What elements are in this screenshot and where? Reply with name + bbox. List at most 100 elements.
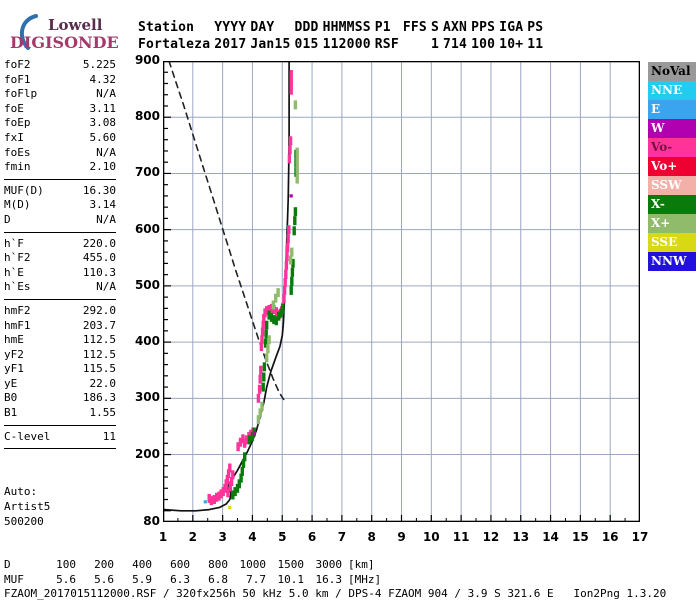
distance-cell: 3000 xyxy=(315,558,343,571)
x-tick-label: 10 xyxy=(422,530,440,544)
param-value-foep: 3.08 xyxy=(89,116,117,130)
header-col-p1: P1 xyxy=(374,20,391,35)
curve-muf-d-dashed-curve xyxy=(168,61,285,401)
x-axis-labels: 1 2 3 4 5 6 7 8 9 10 11 12 13 14 15 16 17 xyxy=(140,530,660,550)
param-value-h-es: N/A xyxy=(96,280,116,294)
y-tick-label: 200 xyxy=(134,446,160,461)
echo-x-trace-x-dark-green- xyxy=(263,338,268,348)
echo-x-trace-x-dark-green- xyxy=(262,362,267,372)
divider-line xyxy=(4,444,116,450)
legend-item-x-[interactable]: X- xyxy=(648,195,696,214)
echo-x-trace-x-dark-green- xyxy=(274,316,278,326)
distance-cell: 600 xyxy=(170,558,190,571)
echo-second-hop-x-light-green- xyxy=(288,255,293,265)
echo-x-trace-x-dark-green- xyxy=(272,315,276,325)
y-tick-label: 400 xyxy=(134,334,160,349)
echo-o-trace-vo-pink- xyxy=(209,496,213,506)
y-tick-label: 900 xyxy=(134,53,160,67)
echo-traces xyxy=(203,70,299,509)
legend-item-vo-[interactable]: Vo- xyxy=(648,138,696,157)
param-value-fmin: 2.10 xyxy=(89,160,117,174)
echo-o-trace-vo-pink- xyxy=(287,225,291,235)
echo-x-trace-x-dark-green- xyxy=(264,329,268,339)
param-key-fxi: fxI xyxy=(4,130,24,144)
echo-o-trace-vo-pink- xyxy=(284,261,289,271)
param-key-fof1: foF1 xyxy=(4,72,31,86)
echo-x-trace-x-dark-green- xyxy=(292,226,296,236)
param-key-muf-d-: MUF(D) xyxy=(4,183,44,197)
param-row: fxI 5.60 xyxy=(4,131,116,146)
echo-o-trace-vo-pink- xyxy=(283,278,287,287)
legend-item-nne[interactable]: NNE xyxy=(648,81,696,100)
echo-o-trace-vo-pink- xyxy=(244,435,249,445)
y-tick-label: 500 xyxy=(134,277,160,292)
param-key-foes: foEs xyxy=(4,145,31,159)
header-val-ps: 11 xyxy=(527,37,544,52)
param-key-b1: B1 xyxy=(4,406,18,420)
param-value-hmf1: 203.7 xyxy=(82,318,116,332)
echo-o-trace-vo-pink- xyxy=(241,434,245,444)
echo-o-trace-vo-pink- xyxy=(289,85,293,95)
param-key-foflp: foFlp xyxy=(4,87,38,101)
legend-item-w[interactable]: W xyxy=(648,119,696,138)
echo-o-trace-vo-pink- xyxy=(260,327,265,337)
distance-cell: 100 xyxy=(56,558,76,571)
y-tick-label: 300 xyxy=(134,390,160,405)
param-row: hmF2 292.0 xyxy=(4,304,116,319)
echo-x-trace-x-dark-green- xyxy=(247,435,252,445)
legend-item-noval[interactable]: NoVal xyxy=(648,62,696,81)
echo-second-hop-x-light-green- xyxy=(258,408,262,418)
legend-item-ssw[interactable]: SSW xyxy=(648,176,696,195)
echo-second-hop-x-light-green- xyxy=(265,353,269,363)
param-row: C-level 11 xyxy=(4,430,116,445)
param-value-m-d-: 3.14 xyxy=(89,198,117,212)
muf-cell: 6.8 xyxy=(208,572,228,586)
param-row: h`E 110.3 xyxy=(4,266,116,281)
echo-o-trace-vo-pink- xyxy=(285,243,290,253)
param-key-h-es: h`Es xyxy=(4,280,31,294)
echo-x-trace-x-dark-green- xyxy=(290,276,294,286)
echo-second-hop-x-light-green- xyxy=(260,401,264,411)
echo-second-hop-x-light-green- xyxy=(274,293,278,303)
param-value-h-e: 110.3 xyxy=(82,265,116,279)
echo-o-trace-vo-pink- xyxy=(274,307,278,317)
param-row: yF2 112.5 xyxy=(4,348,116,363)
muf-cell: 16.3 xyxy=(315,572,343,586)
echo-o-trace-vo-pink- xyxy=(238,437,243,447)
legend-item-sse[interactable]: SSE xyxy=(648,233,696,252)
param-value-b1: 1.55 xyxy=(89,406,117,420)
param-value-yf2: 112.5 xyxy=(82,347,116,361)
y-tick-label: 800 xyxy=(134,109,160,124)
ionogram-parameters-panel: foF2 5.225 foF1 4.32 foFlp N/A foE 3.11 foEp 3.08… xyxy=(4,58,116,453)
echo-o-trace-vo-pink- xyxy=(229,477,234,486)
header-val-axn: 714 xyxy=(442,37,468,52)
echo-o-trace-vo-pink- xyxy=(284,270,288,280)
echo-x-trace-x-dark-green- xyxy=(267,310,271,320)
param-value-foflp: N/A xyxy=(96,87,116,101)
legend-item-e[interactable]: E xyxy=(648,100,696,119)
echo-isolated-echo-w-purple- xyxy=(252,431,256,435)
header-col-yyyy: YYYY xyxy=(214,20,247,35)
param-divider xyxy=(4,227,116,233)
param-row: foF2 5.225 xyxy=(4,58,116,73)
echo-o-trace-vo-pink- xyxy=(207,493,211,503)
muf-cell: 5.6 xyxy=(56,572,76,586)
echo-o-trace-vo-pink- xyxy=(260,335,264,345)
param-row: yE 22.0 xyxy=(4,377,116,392)
echo-o-trace-vo-pink- xyxy=(267,305,271,314)
echo-o-trace-vo-pink- xyxy=(287,154,292,164)
x-tick-label: 6 xyxy=(307,530,317,544)
legend-item-nnw[interactable]: NNW xyxy=(648,252,696,271)
param-value-h-f: 220.0 xyxy=(82,236,116,250)
echo-second-hop-x-light-green- xyxy=(256,415,261,425)
echo-x-trace-x-dark-green- xyxy=(279,308,283,318)
param-row: foEs N/A xyxy=(4,146,116,161)
distance-cell: 1500 xyxy=(277,558,305,571)
echo-o-trace-vo-pink- xyxy=(269,303,274,313)
echo-second-hop-x-light-green- xyxy=(276,288,280,298)
param-row: foEp 3.08 xyxy=(4,116,116,131)
autoscaling-info: Auto: Artist5 500200 xyxy=(4,484,50,529)
param-key-yf1: yF1 xyxy=(4,362,24,376)
legend-item-vo-[interactable]: Vo+ xyxy=(648,157,696,176)
legend-item-x-[interactable]: X+ xyxy=(648,214,696,233)
